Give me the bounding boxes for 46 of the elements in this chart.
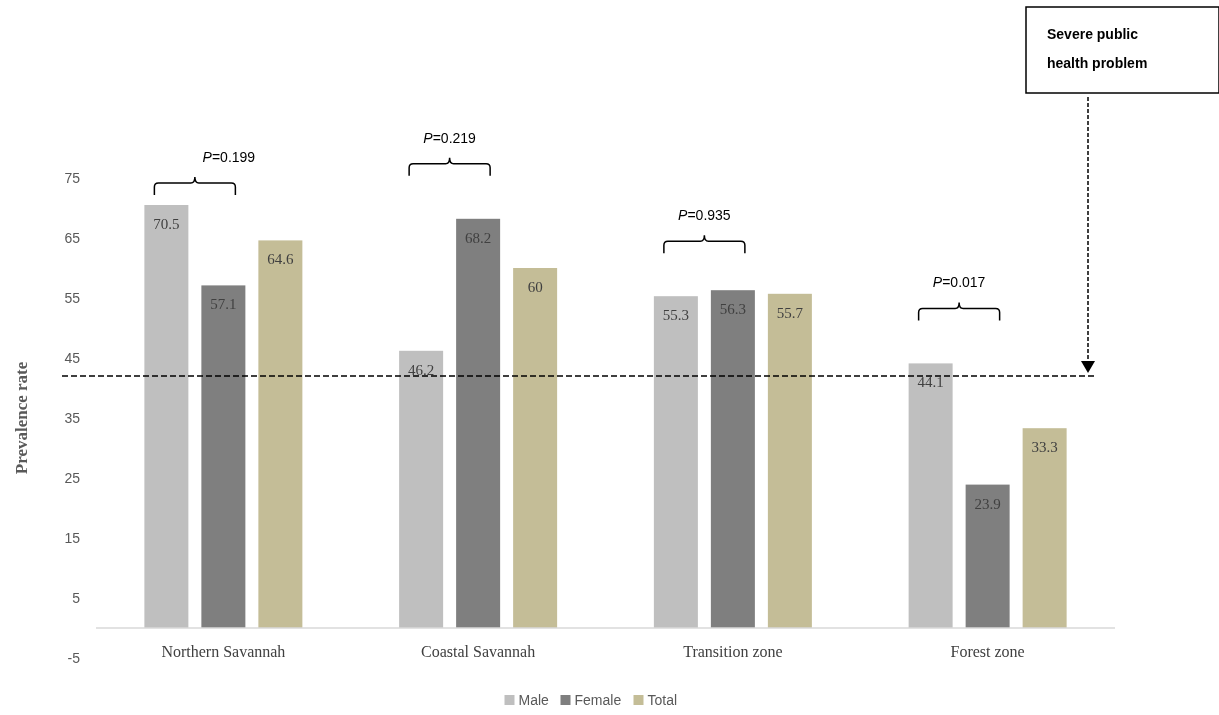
bar bbox=[653, 296, 698, 628]
x-tick-label: Northern Savannah bbox=[161, 643, 286, 660]
annotation: P=0.017 bbox=[932, 274, 986, 291]
y-tick-label: 35 bbox=[64, 410, 81, 426]
bar bbox=[513, 268, 558, 628]
x-tick-label: Transition zone bbox=[683, 643, 783, 660]
data-label: 33.3 bbox=[1031, 439, 1058, 456]
x-tick-label: Coastal Savannah bbox=[421, 643, 536, 660]
legend-label: Total bbox=[647, 692, 678, 708]
data-label: 68.2 bbox=[465, 229, 492, 246]
legend-label: Male bbox=[518, 692, 550, 708]
bar bbox=[456, 218, 501, 628]
annotation: P=0.935 bbox=[678, 207, 731, 224]
bar bbox=[201, 285, 246, 628]
data-label: 23.9 bbox=[974, 495, 1001, 512]
data-label: 56.3 bbox=[719, 301, 746, 318]
text: Severe public health problem bbox=[1047, 26, 1148, 71]
bar bbox=[399, 350, 444, 628]
legend-label: Female bbox=[574, 692, 622, 708]
bar bbox=[908, 363, 953, 628]
data-label: 44.1 bbox=[917, 374, 944, 391]
data-label: 55.7 bbox=[776, 304, 804, 321]
y-axis-title: Prevalence rate bbox=[12, 361, 31, 475]
data-label: 70.5 bbox=[153, 216, 180, 232]
data-label: 60 bbox=[527, 279, 543, 295]
bar bbox=[144, 205, 189, 628]
bar bbox=[1022, 428, 1067, 628]
x-tick-label: Forest zone bbox=[950, 643, 1025, 660]
y-tick-label: -5 bbox=[67, 650, 81, 666]
data-label: 57.1 bbox=[210, 296, 237, 313]
y-tick-label: 15 bbox=[64, 530, 81, 546]
y-tick-label: 5 bbox=[72, 590, 81, 606]
y-tick-label: 45 bbox=[64, 350, 81, 366]
y-tick-label: 65 bbox=[64, 230, 81, 246]
y-tick-label: 55 bbox=[64, 290, 81, 306]
data-label: 46.2 bbox=[408, 361, 435, 378]
y-tick-label: 75 bbox=[64, 170, 81, 186]
y-tick-label: 25 bbox=[64, 470, 81, 486]
text: P=0.199 bbox=[202, 149, 256, 165]
bar bbox=[258, 240, 303, 628]
bar bbox=[710, 290, 755, 628]
bar bbox=[965, 484, 1010, 628]
text: P=0.219 bbox=[423, 129, 477, 146]
bar bbox=[767, 293, 812, 628]
data-label: 55.3 bbox=[662, 307, 689, 324]
data-label: 64.6 bbox=[267, 251, 294, 268]
